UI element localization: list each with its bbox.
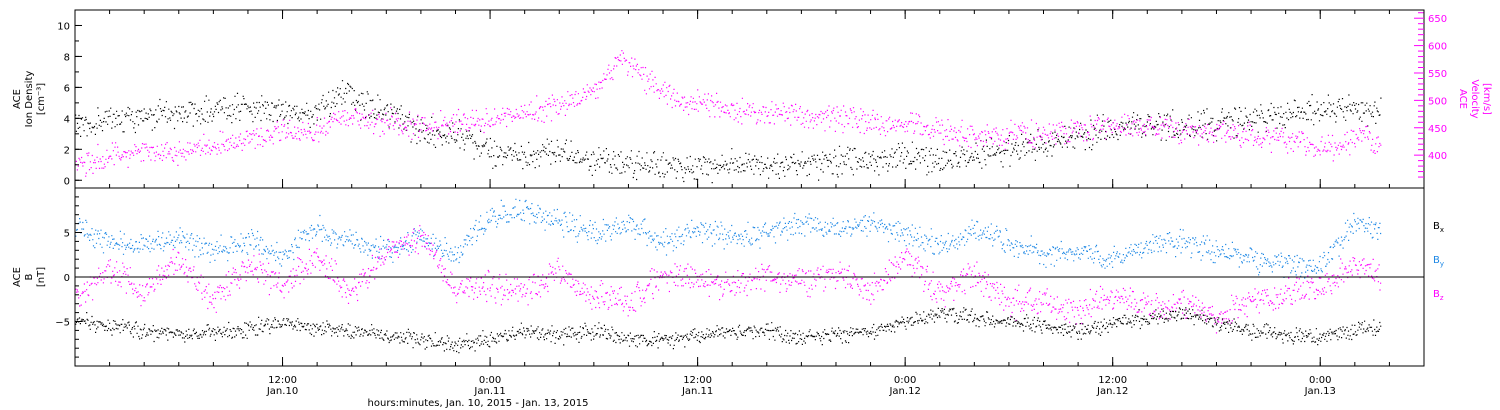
x-tick-date: Jan.11 [681, 386, 713, 397]
velocity-tick-label: 500 [1428, 96, 1447, 107]
b-axis-label: [nT] [36, 267, 47, 287]
legend-entry-z: Bz [1433, 289, 1444, 302]
x-tick-date: Jan.13 [1304, 386, 1336, 397]
density-tick-label: 6 [64, 83, 70, 94]
x-axis: 12:00Jan.100:00Jan.1112:00Jan.110:00Jan.… [74, 10, 1425, 409]
legend-entry-y: By [1433, 255, 1444, 268]
velocity-axis-label: Velocity [1469, 79, 1480, 118]
velocity-tick-label: 450 [1428, 124, 1447, 135]
velocity-tick-label: 550 [1428, 69, 1447, 80]
x-tick-time: 12:00 [268, 375, 297, 386]
velocity-axis-label: ACE [1457, 89, 1468, 109]
b-tick-label: 0 [64, 273, 70, 284]
bx-series [75, 307, 1382, 354]
bz-series [75, 225, 1382, 334]
by-series-points [75, 198, 1382, 279]
density-tick-label: 8 [64, 52, 70, 63]
density-tick-label: 10 [57, 21, 70, 32]
x-tick-time: 12:00 [683, 375, 712, 386]
velocity-axis-label: [km/s] [1481, 83, 1492, 115]
ion-density-series-points [75, 80, 1382, 184]
density-axis-label: Ion Density [24, 71, 35, 128]
velocity-series [75, 50, 1382, 177]
density-tick-label: 4 [64, 114, 70, 125]
x-tick-date: Jan.12 [888, 386, 920, 397]
bz-series-points [75, 225, 1382, 334]
density-tick-label: 2 [64, 145, 70, 156]
x-tick-date: Jan.12 [1096, 386, 1128, 397]
legend-entry-x: Bx [1433, 221, 1444, 234]
bottom-panel: −5 0 5 ACE B [nT] Bx By Bz [12, 187, 1444, 367]
x-axis-label: hours:minutes, Jan. 10, 2015 - Jan. 13, … [368, 398, 589, 409]
density-axis-label: ACE [12, 89, 23, 109]
velocity-series-points [75, 50, 1382, 177]
x-tick-time: 12:00 [1098, 375, 1127, 386]
ion-density-series [75, 80, 1382, 184]
x-tick-date: Jan.10 [266, 386, 298, 397]
velocity-tick-label: 600 [1428, 42, 1447, 53]
bx-series-points [75, 307, 1382, 354]
by-series [75, 198, 1382, 279]
x-tick-date: Jan.11 [473, 386, 505, 397]
x-tick-time: 0:00 [894, 375, 916, 386]
b-tick-label: 5 [64, 229, 70, 240]
legend: Bx By Bz [1433, 221, 1444, 302]
b-axis-label: ACE [12, 267, 23, 287]
velocity-tick-label: 400 [1428, 151, 1447, 162]
x-tick-time: 0:00 [479, 375, 501, 386]
x-tick-time: 0:00 [1309, 375, 1331, 386]
density-axis-label: [cm⁻³] [36, 83, 47, 115]
b-axis-label: B [24, 273, 35, 280]
velocity-tick-label: 650 [1428, 14, 1447, 25]
b-tick-label: −5 [55, 318, 70, 329]
density-tick-label: 0 [64, 176, 70, 187]
top-panel-frame [74, 9, 1425, 189]
